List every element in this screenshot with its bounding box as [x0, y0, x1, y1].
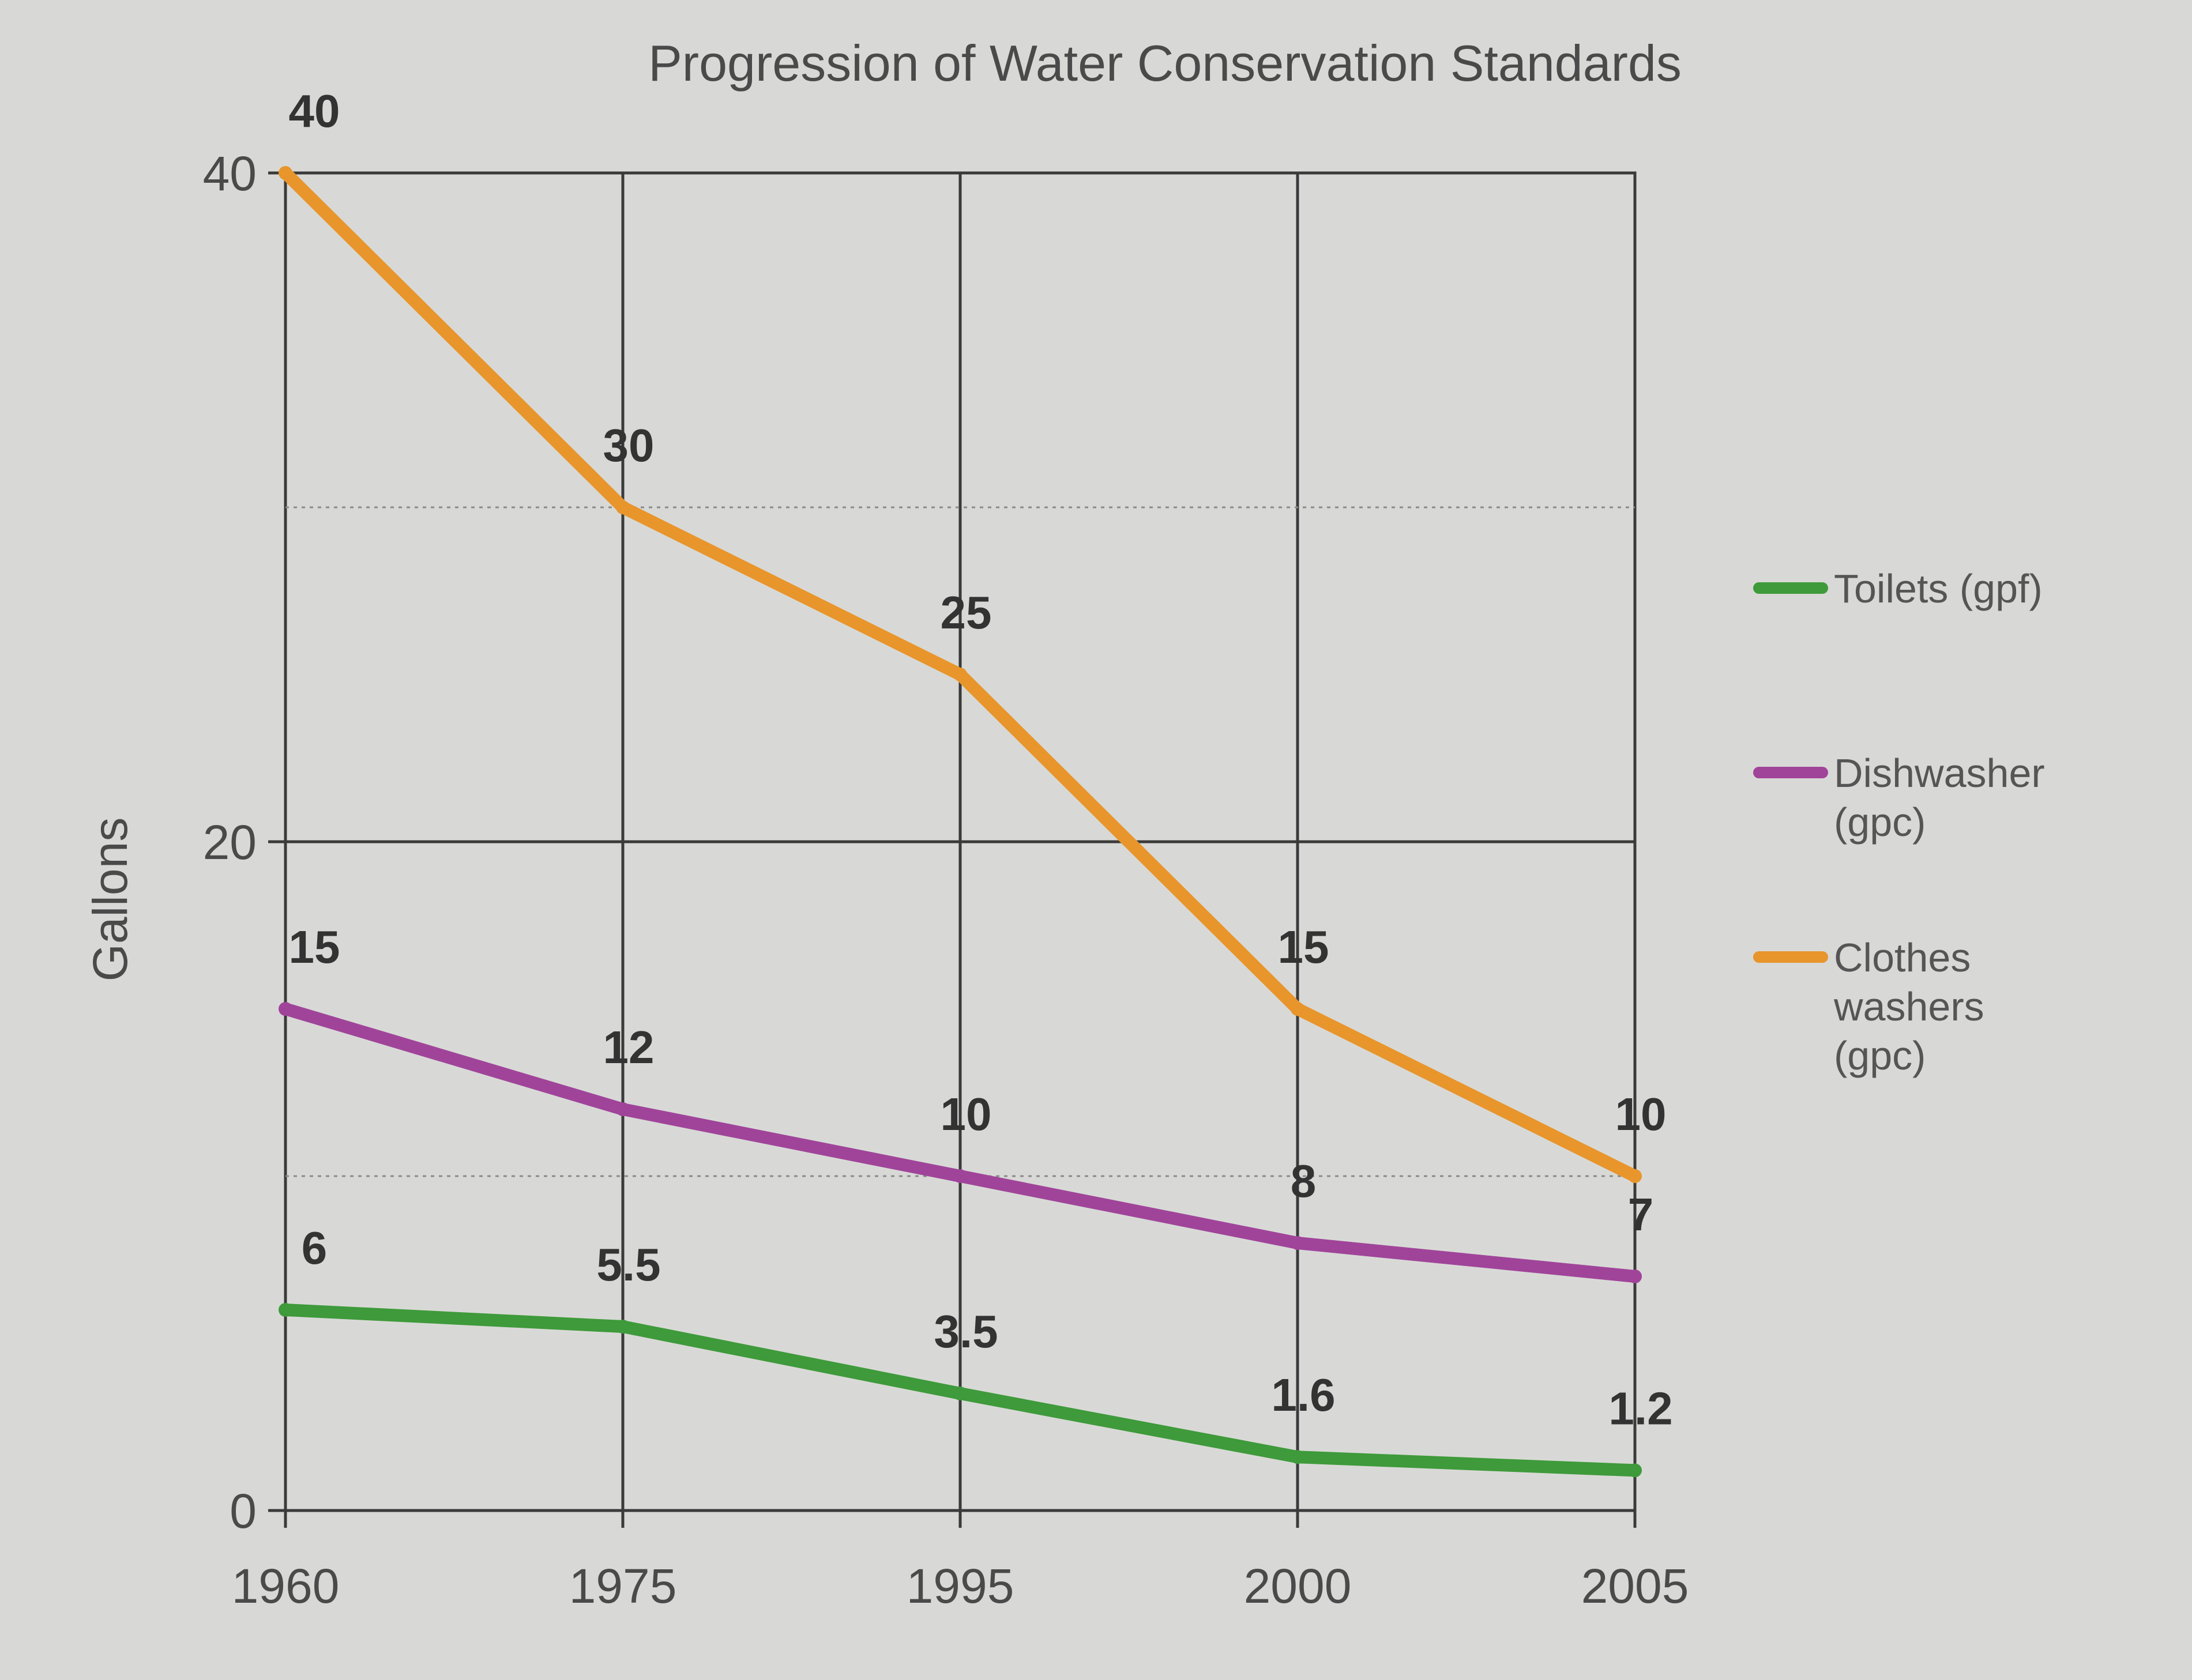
- chart-title: Progression of Water Conservation Standa…: [648, 35, 1682, 92]
- grid: [268, 171, 1637, 1528]
- data-point: [1628, 1270, 1642, 1283]
- y-tick-label: 20: [203, 815, 257, 869]
- data-label: 10: [941, 1088, 992, 1140]
- x-tick-label: 2005: [1581, 1559, 1689, 1613]
- data-label: 12: [603, 1022, 655, 1073]
- y-axis-label: Gallons: [83, 818, 137, 982]
- data-point: [1628, 1463, 1642, 1478]
- data-point: [1628, 1169, 1642, 1183]
- y-tick-label: 0: [230, 1484, 257, 1538]
- data-label: 8: [1291, 1155, 1317, 1207]
- x-tick-label: 1995: [907, 1559, 1014, 1613]
- data-label: 1.6: [1271, 1369, 1335, 1421]
- data-point: [1291, 1236, 1304, 1250]
- x-tick-label: 1975: [569, 1559, 677, 1613]
- data-point: [953, 1387, 967, 1400]
- data-point: [1291, 1450, 1304, 1464]
- data-point: [616, 500, 630, 514]
- data-label: 15: [1278, 921, 1329, 973]
- data-point: [953, 1169, 967, 1183]
- data-label: 3.5: [934, 1306, 998, 1357]
- data-label: 25: [941, 587, 992, 638]
- legend-entry: Dishwasher (gpc): [1834, 751, 2045, 845]
- data-label: 7: [1628, 1189, 1654, 1240]
- data-label: 5.5: [596, 1239, 660, 1290]
- data-point: [279, 1002, 292, 1016]
- x-tick-label: 2000: [1244, 1559, 1352, 1613]
- data-point: [279, 166, 292, 180]
- data-point: [279, 1303, 292, 1317]
- legend: Toilets (gpf) Dishwasher (gpc) Clothes washe…: [1753, 566, 2045, 1078]
- y-tick-label: 40: [203, 146, 257, 201]
- data-label: 1.2: [1608, 1383, 1672, 1434]
- data-point: [1291, 1002, 1304, 1016]
- data-label: 30: [603, 420, 655, 471]
- data-point: [616, 1102, 630, 1116]
- data-point: [616, 1320, 630, 1334]
- series-lines: [279, 166, 1642, 1478]
- data-label: 6: [302, 1222, 328, 1274]
- data-labels: 6 5.5 3.5 1.6 1.2 15 12 10 8 7 40 30 25 15 10: [289, 85, 1673, 1434]
- axes: 1960 1975 1995 2000 2005 0 20 40: [203, 146, 1689, 1613]
- data-point: [953, 668, 967, 681]
- legend-entry: Toilets (gpf): [1834, 566, 2043, 611]
- legend-entry: Clothes washers (gpc): [1833, 935, 1984, 1078]
- data-label: 40: [289, 85, 340, 137]
- x-tick-label: 1960: [232, 1559, 340, 1613]
- data-label: 15: [289, 921, 340, 973]
- data-label: 10: [1615, 1088, 1667, 1140]
